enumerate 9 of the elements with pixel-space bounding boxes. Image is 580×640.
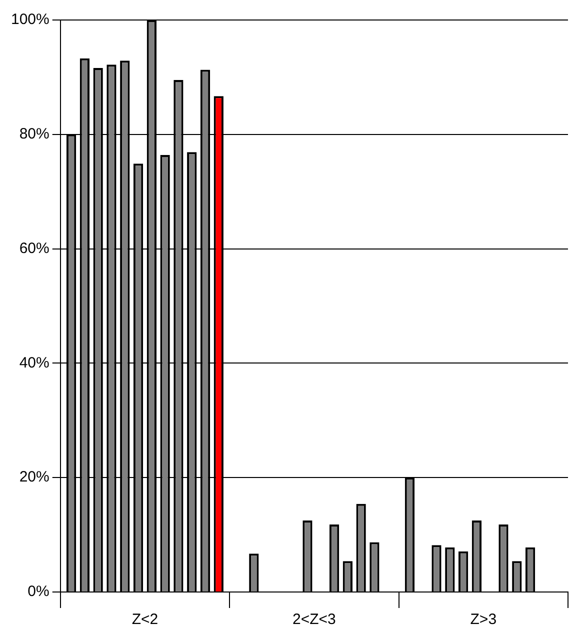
y-tick-label: 20%	[19, 468, 50, 486]
x-tick-label: Z>3	[470, 611, 497, 628]
x-tick-label: 2<Z<3	[292, 611, 336, 628]
x-tick-label: Z<2	[132, 611, 158, 628]
y-tick-label: 40%	[19, 354, 50, 372]
y-tick-label: 100%	[10, 11, 50, 28]
y-tick-label: 60%	[19, 240, 50, 257]
y-tick-label: 0%	[28, 583, 50, 600]
y-tick-label: 80%	[19, 126, 50, 143]
